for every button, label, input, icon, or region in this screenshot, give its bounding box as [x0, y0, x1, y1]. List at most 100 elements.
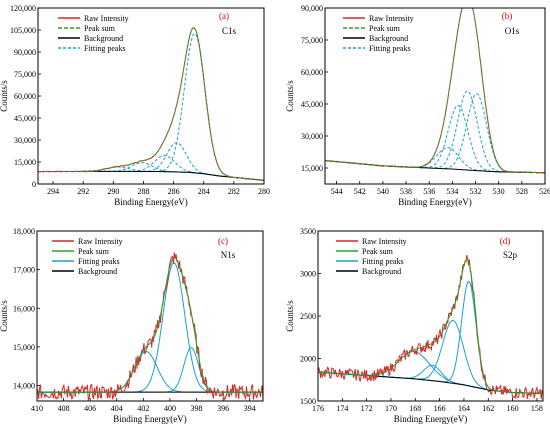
x-tick-label: 532: [470, 187, 482, 196]
y-tick-label: 105,000: [10, 26, 36, 35]
chart-panel-1: 294 292 290 288 286 284 282 280 0 15,000 30,000 45,…: [0, 4, 270, 207]
x-tick-label: 174: [336, 404, 348, 413]
y-tick-label: 18,000: [13, 227, 35, 236]
y-tick-label: 15,000: [301, 164, 323, 173]
y-tick-label: 0: [32, 180, 36, 189]
y-tick-label: 75,000: [14, 70, 36, 79]
x-tick-label: 536: [423, 187, 435, 196]
x-tick-label: 290: [107, 187, 119, 196]
x-tick-label: 408: [58, 404, 70, 413]
chart-panel-2: 544 542 540 538 536 534 532 530 528 526 15,000 30,0…: [285, 4, 550, 207]
x-tick-label: 292: [77, 187, 89, 196]
x-tick-label: 404: [111, 404, 123, 413]
raw-intensity-line: [37, 252, 263, 401]
panel-label: (c): [218, 236, 228, 246]
y-axis-label: Counts/s: [285, 300, 295, 332]
x-tick-label: 162: [482, 404, 494, 413]
panel-label: (a): [219, 11, 229, 21]
chart-panel-3: 410 408 406 404 402 400 398 396 394 14,000 15,000 1…: [0, 227, 264, 424]
legend-entry-4: Background: [78, 267, 117, 276]
x-tick-label: 410: [31, 404, 43, 413]
x-tick-label: 280: [258, 187, 270, 196]
y-tick-label: 120,000: [10, 4, 36, 13]
fitting-peak-2: [37, 262, 263, 393]
fitting-peak-2: [325, 90, 545, 174]
y-tick-label: 2500: [300, 312, 316, 321]
x-tick-label: 528: [516, 187, 528, 196]
x-tick-label: 176: [312, 404, 324, 413]
x-tick-label: 530: [493, 187, 505, 196]
legend-entry-4: Fitting peaks: [84, 44, 126, 53]
y-tick-label: 75,000: [301, 36, 323, 45]
x-axis-label: Binding Energy(eV): [114, 197, 188, 207]
chart-panel-4: 176 174 172 170 168 166 164 162 160 158 1500 2000 25…: [285, 227, 544, 424]
legend-entry-1: Raw Intensity: [362, 237, 407, 246]
plot-area: [38, 26, 264, 182]
y-tick-label: 1500: [300, 397, 316, 406]
x-tick-label: 284: [198, 187, 210, 196]
fitting-peak-5: [38, 166, 264, 181]
plot-frame: [324, 7, 546, 185]
y-tick-label: 3500: [300, 227, 316, 236]
fitting-peak-3: [318, 319, 543, 394]
legend-entry-1: Raw Intensity: [78, 237, 123, 246]
legend-entry-3: Background: [84, 34, 123, 43]
raw-intensity-line: [318, 254, 543, 400]
plot-area: [325, 8, 545, 174]
peak-sum-line: [325, 8, 545, 174]
legend-entry-2: Peak sum: [84, 24, 116, 33]
x-tick-label: 172: [361, 404, 373, 413]
peak-sum-line: [318, 258, 543, 394]
panel-label: (b): [502, 11, 513, 21]
peak-sum-line: [37, 257, 263, 393]
x-tick-label: 158: [531, 404, 543, 413]
fitting-peak-1: [37, 351, 263, 393]
x-tick-label: 400: [164, 404, 176, 413]
y-tick-label: 60,000: [301, 68, 323, 77]
x-tick-label: 406: [84, 404, 96, 413]
x-tick-label: 534: [446, 187, 458, 196]
panel-label: (d): [500, 236, 511, 246]
y-tick-label: 60,000: [14, 92, 36, 101]
legend-entry-1: Raw Intensity: [369, 14, 414, 23]
x-axis-label: Binding Energy(eV): [398, 197, 472, 207]
core-level-annotation: N1s: [221, 250, 236, 260]
fitting-peak-1: [325, 93, 545, 174]
x-tick-label: 542: [354, 187, 366, 196]
y-tick-label: 14,000: [13, 382, 35, 391]
x-tick-label: 398: [191, 404, 203, 413]
legend-entry-3: Background: [369, 34, 408, 43]
y-tick-label: 15,000: [14, 158, 36, 167]
peak-sum-line: [38, 27, 264, 181]
legend-entry-4: Background: [362, 267, 401, 276]
fitting-peak-4: [325, 146, 545, 174]
y-tick-label: 45,000: [14, 114, 36, 123]
core-level-annotation: C1s: [222, 26, 237, 36]
x-tick-label: 168: [409, 404, 421, 413]
x-tick-label: 160: [507, 404, 519, 413]
core-level-annotation: O1s: [505, 26, 520, 36]
x-tick-label: 288: [137, 187, 149, 196]
x-tick-label: 166: [434, 404, 446, 413]
y-tick-label: 3000: [300, 270, 316, 279]
plot-frame: [36, 230, 264, 402]
x-tick-label: 540: [377, 187, 389, 196]
y-axis-label: Counts/s: [285, 80, 295, 112]
x-tick-label: 170: [385, 404, 397, 413]
x-axis-label: Binding Energy(eV): [394, 414, 468, 424]
y-axis-label: Counts/s: [0, 300, 9, 332]
x-tick-label: 286: [168, 187, 180, 196]
x-tick-label: 396: [217, 404, 229, 413]
legend-entry-4: Fitting peaks: [369, 44, 411, 53]
legend-entry-3: Fitting peaks: [78, 257, 120, 266]
legend-entry-2: Peak sum: [369, 24, 401, 33]
y-tick-label: 30,000: [301, 132, 323, 141]
y-tick-label: 16,000: [13, 304, 35, 313]
y-tick-label: 90,000: [14, 48, 36, 57]
plot-area: [37, 252, 263, 401]
x-tick-label: 394: [244, 404, 256, 413]
